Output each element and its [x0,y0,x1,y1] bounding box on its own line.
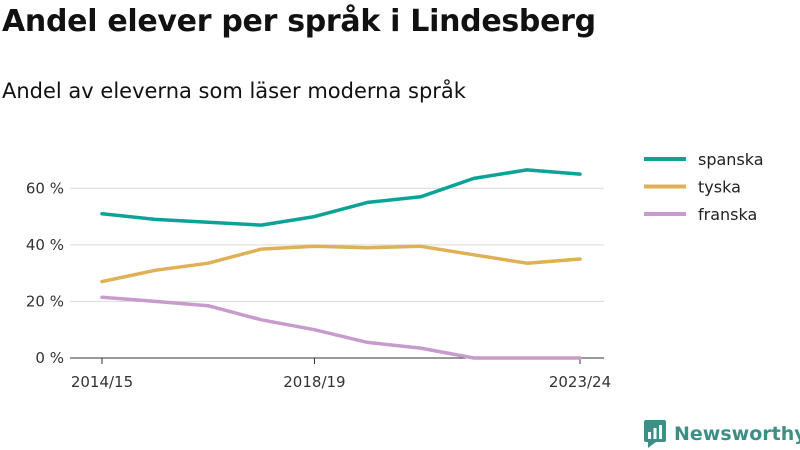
newsworthy-logo-icon [644,420,666,448]
series-line-spanska [100,168,582,227]
legend-label-spanska: spanska [698,150,764,169]
series-line-franska [100,295,582,360]
x-tick-label: 2018/19 [283,373,345,391]
legend: spanska tyska franska [644,150,764,224]
y-tick-label: 40 % [26,236,64,254]
chart-subtitle: Andel av eleverna som läser moderna språ… [2,79,466,103]
y-tick-label: 60 % [26,179,64,197]
legend-label-tyska: tyska [698,178,741,197]
newsworthy-brand[interactable]: Newsworthy [644,419,800,449]
y-tick-label: 0 % [35,349,64,367]
legend-label-franska: franska [698,205,757,224]
brand-name: Newsworthy [674,423,800,445]
chart-title: Andel elever per språk i Lindesberg [2,4,596,39]
gridlines [70,187,604,302]
series-lines [100,168,582,360]
series-line-tyska [100,244,582,284]
x-tick-label: 2014/15 [71,373,133,391]
y-tick-label: 20 % [26,292,64,310]
x-tick-label: 2023/24 [549,373,611,391]
